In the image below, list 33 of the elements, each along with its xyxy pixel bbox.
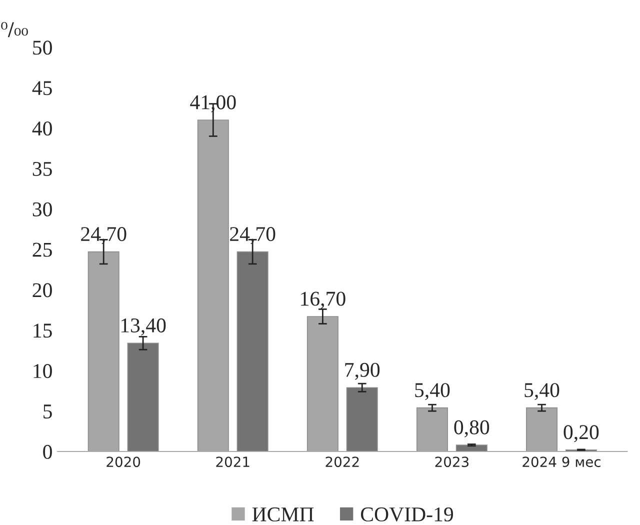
y-axis-title: ⁰/₀₀ xyxy=(1,22,28,38)
data-label: 13,40 xyxy=(121,318,166,336)
data-label: 24,70 xyxy=(230,227,276,244)
legend-label: ИСМП xyxy=(252,507,314,522)
bar xyxy=(456,444,488,452)
y-tick-label: 15 xyxy=(34,324,52,338)
x-tick-label: 2020 xyxy=(106,456,140,468)
legend-label: COVID-19 xyxy=(360,507,454,522)
data-label: 0,80 xyxy=(454,420,490,438)
data-label: 41,00 xyxy=(190,95,236,112)
y-tick-label: 40 xyxy=(32,121,52,136)
y-tick-label: 25 xyxy=(32,242,52,257)
data-label: 5,40 xyxy=(415,383,450,400)
data-label: 5,40 xyxy=(524,383,560,400)
x-tick-label: 2022 xyxy=(326,456,359,468)
y-tick-label: 20 xyxy=(32,283,52,298)
bar xyxy=(346,387,378,452)
x-tick-label: 2021 xyxy=(216,456,250,468)
bar xyxy=(236,251,268,452)
x-tick-label: 2023 xyxy=(435,456,468,468)
y-tick-label: 0 xyxy=(43,444,52,459)
data-label: 24,70 xyxy=(81,227,126,244)
data-label: 7,90 xyxy=(345,362,380,380)
y-tick-label: 30 xyxy=(32,202,52,216)
bar xyxy=(127,342,159,452)
y-tick-label: 50 xyxy=(33,40,52,55)
data-label: 0,20 xyxy=(564,425,599,442)
x-tick-label: 2024 9 мес xyxy=(522,456,600,468)
y-tick-label: 5 xyxy=(44,404,52,419)
y-tick-label: 10 xyxy=(34,364,52,378)
data-label: 16,70 xyxy=(301,292,346,309)
y-tick-label: 35 xyxy=(32,162,52,176)
y-tick-label: 45 xyxy=(32,81,52,96)
